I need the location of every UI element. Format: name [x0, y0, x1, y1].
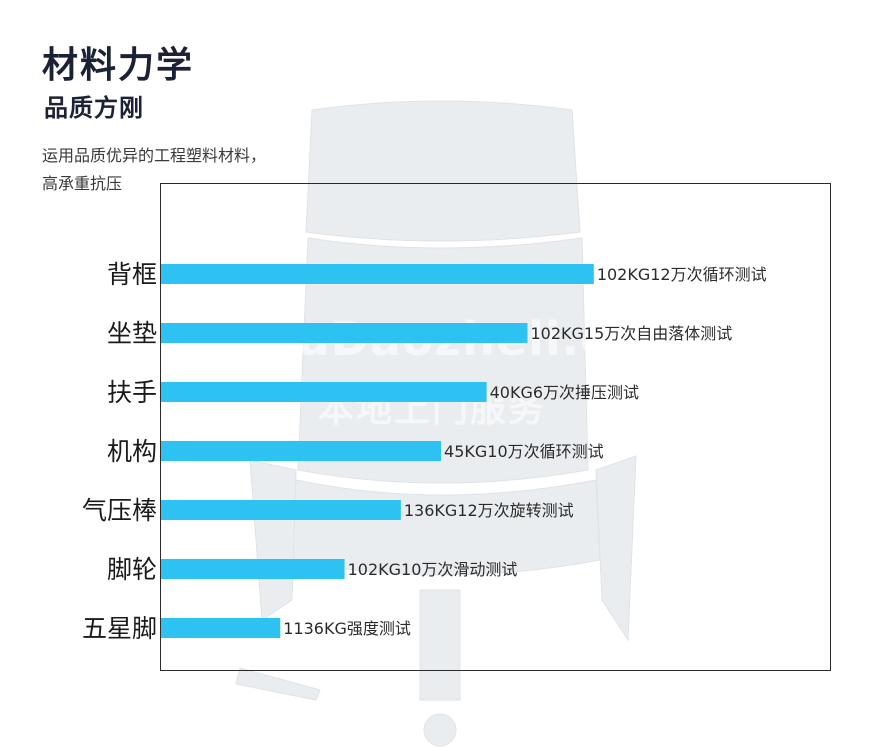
- page-subtitle: 品质方刚: [44, 94, 144, 122]
- page-title: 材料力学: [42, 45, 195, 86]
- bar-data-label: 102KG12万次循环测试: [597, 265, 767, 284]
- bar-data-label: 1136KG强度测试: [283, 619, 411, 638]
- bar-data-label: 136KG12万次旋转测试: [404, 501, 574, 520]
- bar-data-label: 45KG10万次循环测试: [444, 442, 604, 461]
- bar: [161, 559, 345, 579]
- bar: [161, 441, 442, 461]
- category-label: 脚轮: [107, 555, 157, 584]
- category-label: 五星脚: [82, 614, 157, 643]
- category-label: 坐垫: [107, 319, 157, 348]
- category-label: 机构: [107, 437, 157, 466]
- description-line-2: 高承重抗压: [42, 174, 123, 193]
- bar: [161, 500, 401, 520]
- bar: [161, 264, 594, 284]
- chart-plot-frame: [160, 183, 831, 671]
- bar-data-label: 102KG10万次滑动测试: [348, 560, 518, 579]
- bar: [161, 323, 528, 343]
- category-label: 气压棒: [82, 496, 157, 525]
- bar: [161, 618, 281, 638]
- description-line-1: 运用品质优异的工程塑料材料，: [42, 146, 267, 165]
- bar-data-label: 40KG6万次捶压测试: [490, 383, 639, 402]
- category-label: 背框: [107, 260, 157, 289]
- bar-data-label: 102KG15万次自由落体测试: [530, 324, 732, 343]
- bar: [161, 382, 487, 402]
- category-label: 扶手: [107, 378, 157, 407]
